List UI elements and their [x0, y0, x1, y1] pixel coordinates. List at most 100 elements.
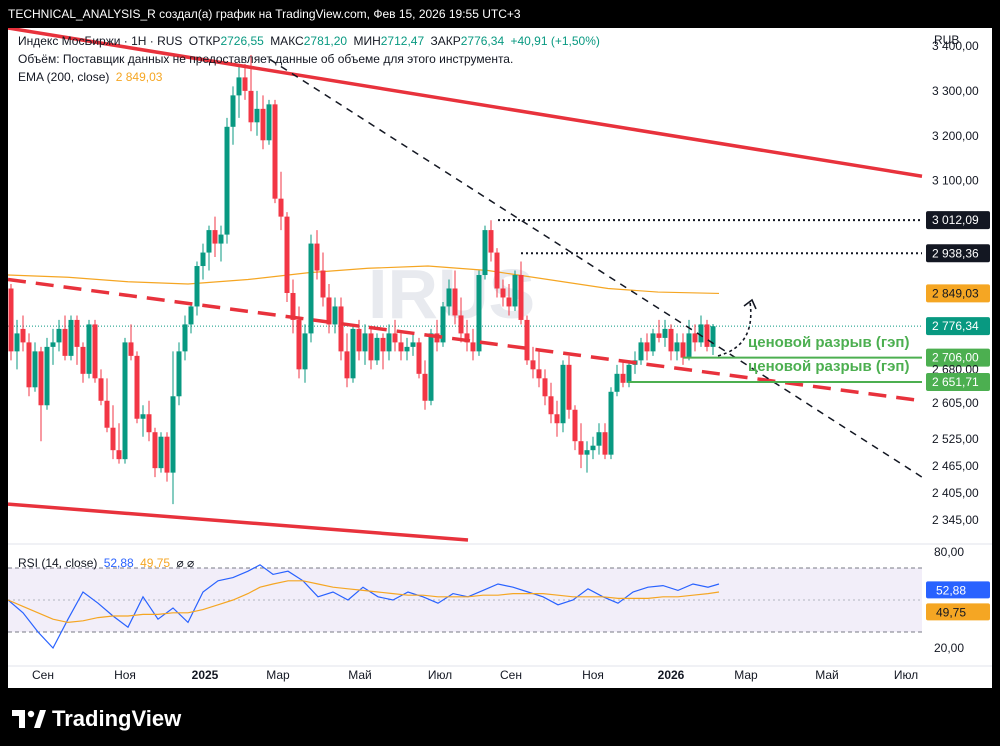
candle-body [62, 328, 68, 356]
high-label: МАКС [270, 34, 304, 48]
candle-body [470, 342, 476, 352]
chart-panel[interactable]: IRUS ценовой разрыв (гэп) ценовой разрыв (… [8, 28, 992, 688]
ema-label: EMA (200, close) [18, 70, 110, 84]
candle-body [662, 328, 668, 338]
candle-body [680, 342, 686, 358]
candle-body [392, 333, 398, 343]
candle-body [416, 342, 422, 374]
candle-body [668, 328, 674, 352]
candle-body [530, 360, 536, 370]
candle-body [98, 378, 104, 401]
candle-body [212, 230, 218, 244]
open-value: 2726,55 [220, 34, 264, 48]
candle-body [92, 324, 98, 379]
price-tick: 2 345,00 [932, 513, 979, 527]
candle-body [476, 275, 482, 352]
candle-body [194, 266, 200, 307]
candle-body [74, 319, 80, 347]
candle-body [242, 77, 248, 91]
candle-body [560, 364, 566, 424]
candle-body [284, 216, 290, 293]
candle-body [344, 351, 350, 379]
candle-body [656, 333, 662, 338]
time-tick: Май [348, 668, 372, 682]
candle-body [482, 230, 488, 276]
price-tick: 2 605,00 [932, 396, 979, 410]
volume-note: Объём: Поставщик данных не предоставляет… [18, 52, 514, 66]
candle-body [350, 328, 356, 379]
high-value: 2781,20 [303, 34, 348, 48]
candle-body [380, 337, 386, 352]
dashed-support-line [8, 277, 923, 403]
candle-body [8, 288, 14, 352]
price-tag: 3 012,09 [932, 213, 979, 227]
rsi-label: RSI (14, close) [18, 556, 98, 570]
candle-body [374, 337, 380, 361]
rsi-tick: 20,00 [934, 641, 964, 655]
tradingview-logo-icon [12, 710, 46, 728]
rsi-tag: 52,88 [936, 583, 966, 597]
chart-canvas[interactable]: IRUS ценовой разрыв (гэп) ценовой разрыв (… [8, 28, 992, 688]
price-tag-bg [926, 348, 990, 367]
candle-body [650, 333, 656, 352]
time-tick: 2026 [658, 668, 685, 682]
candle-body [302, 333, 308, 370]
candle-body [596, 432, 602, 446]
rsi-tick: 80,00 [934, 545, 964, 559]
candle-body [272, 104, 278, 199]
candle-body [38, 351, 44, 406]
candle-body [542, 378, 548, 397]
symbol-watermark: IRUS [368, 255, 535, 333]
candle-body [446, 288, 452, 307]
candle-body [404, 346, 410, 352]
rsi-ma-value: 49,75 [140, 556, 171, 570]
candle-body [116, 450, 122, 460]
candle-body [704, 324, 710, 347]
price-tag-bg [926, 211, 990, 230]
candle-body [644, 342, 650, 352]
candle-body [710, 326, 716, 347]
candle-body [512, 275, 518, 307]
publish-caption: TECHNICAL_ANALYSIS_R создал(а) график на… [8, 7, 521, 21]
open-label: ОТКР [188, 34, 221, 48]
candle-body [554, 414, 560, 424]
candle-body [224, 126, 230, 235]
channel-upper-line [8, 28, 923, 178]
candle-body [56, 328, 62, 343]
candle-body [614, 373, 620, 392]
candle-body [464, 333, 470, 343]
candle-body [104, 400, 110, 428]
price-tag: 2 938,36 [932, 246, 979, 260]
candle-body [26, 342, 32, 388]
candle-body [314, 243, 320, 271]
candle-body [440, 306, 446, 343]
price-tick: 3 100,00 [932, 174, 979, 188]
price-tag-bg [926, 284, 990, 303]
ema-value: 2 849,03 [115, 70, 163, 84]
candle-body [290, 292, 296, 320]
candle-body [128, 342, 134, 356]
candle-body [50, 342, 56, 347]
candle-body [200, 252, 206, 267]
price-tag-bg [926, 373, 990, 392]
candle-body [422, 373, 428, 401]
rsi-tag-bg [926, 581, 990, 599]
candle-body [188, 306, 194, 325]
rsi-settings-icon[interactable]: ⌀ ⌀ [176, 556, 195, 570]
candle-body [488, 230, 494, 253]
candle-body [368, 333, 374, 361]
rsi-ma-tag: 49,75 [936, 605, 966, 619]
candle-body [398, 342, 404, 352]
candle-body [158, 436, 164, 469]
candle-body [428, 333, 434, 401]
time-tick: Мар [266, 668, 290, 682]
candle-body [20, 328, 26, 343]
rsi-ma-line [8, 580, 720, 624]
low-label: МИН [353, 34, 381, 48]
ema-legend: EMA (200, close) 2 849,03 [18, 70, 165, 84]
candle-body [134, 355, 140, 419]
candle-body [176, 351, 182, 397]
gap-annotation: ценовой разрыв (гэп) [748, 334, 909, 351]
channel-lower-line [8, 502, 469, 542]
